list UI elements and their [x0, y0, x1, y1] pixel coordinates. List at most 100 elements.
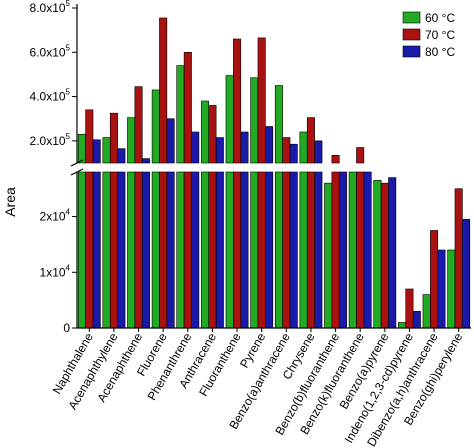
bar-0-8-lower	[274, 171, 283, 329]
bar-1-0-lower	[85, 171, 94, 329]
bar-1-5-lower	[208, 171, 217, 329]
legend-swatch-1	[402, 28, 421, 41]
bar-0-6-lower	[225, 171, 234, 329]
y-tick-lower-1: 1x104	[40, 263, 71, 279]
bar-1-0	[85, 109, 94, 164]
bar-2-4-lower	[191, 171, 200, 329]
legend-swatch-2	[402, 45, 421, 58]
bar-2-4	[191, 131, 200, 164]
bar-0-9-lower	[299, 171, 308, 329]
bar-0-6	[225, 75, 234, 164]
bar-0-3-lower	[151, 171, 160, 329]
bar-2-10-lower	[338, 171, 347, 329]
bar-0-7	[250, 77, 259, 164]
bar-2-0	[92, 139, 101, 164]
bar-1-13	[405, 288, 414, 329]
bar-2-0-lower	[92, 171, 101, 329]
break-mark-bottom	[70, 168, 84, 176]
bar-1-15	[454, 188, 463, 329]
bar-2-13	[412, 310, 421, 329]
bar-0-1-lower	[102, 171, 111, 329]
bar-1-9	[306, 117, 315, 164]
bar-1-10-lower	[331, 171, 340, 329]
y-tick-upper-3: 2.0x105	[30, 132, 71, 148]
axis-break-gap	[71, 164, 473, 171]
bar-0-9	[299, 131, 308, 164]
bar-1-2	[134, 86, 143, 164]
bar-1-3-lower	[159, 171, 168, 329]
bar-0-5-lower	[201, 171, 210, 329]
legend-label-0: 60 °C	[425, 11, 455, 25]
bar-0-8	[274, 85, 283, 164]
bar-1-9-lower	[306, 171, 315, 329]
bar-0-0-lower	[77, 171, 86, 329]
bar-2-1-lower	[117, 171, 126, 329]
bar-1-12	[380, 182, 389, 329]
break-mark-top	[70, 159, 84, 167]
bar-2-6-lower	[240, 171, 249, 329]
bar-0-1	[102, 137, 111, 164]
bar-1-3	[159, 17, 168, 164]
bar-2-8	[289, 143, 298, 164]
bar-0-0	[77, 133, 86, 164]
bar-2-3	[166, 118, 175, 164]
bar-2-14	[437, 249, 446, 329]
bar-1-7	[257, 37, 266, 164]
bar-0-4-lower	[176, 171, 185, 329]
bar-0-10	[324, 182, 333, 329]
bar-2-7	[265, 126, 274, 164]
bar-0-14	[422, 294, 431, 329]
bar-1-5	[208, 105, 217, 164]
bar-2-6	[240, 131, 249, 164]
legend-swatch-0	[402, 11, 421, 24]
bar-0-11	[348, 171, 357, 329]
bar-2-7-lower	[265, 171, 274, 329]
legend-label-2: 80 °C	[425, 45, 455, 59]
bar-0-3	[151, 89, 160, 164]
y-tick-upper-0: 8.0x105	[30, 0, 71, 15]
bar-2-9	[314, 140, 323, 164]
bar-2-5	[215, 137, 224, 164]
bar-0-2	[127, 117, 136, 164]
y-tick-upper-2: 4.0x105	[30, 88, 71, 104]
bar-0-4	[176, 65, 185, 164]
bar-1-4	[183, 51, 192, 164]
bar-1-8-lower	[282, 171, 291, 329]
bar-2-2-lower	[141, 171, 150, 329]
bar-1-11-lower	[356, 171, 365, 329]
bar-2-12	[388, 177, 397, 329]
bars-layer	[77, 17, 471, 329]
y-tick-lower-0: 2x104	[40, 208, 71, 224]
y-tick-upper-1: 6.0x105	[30, 43, 71, 59]
bar-1-8	[282, 137, 291, 164]
bar-1-6	[233, 38, 242, 164]
bar-0-7-lower	[250, 171, 259, 329]
bar-1-11	[356, 147, 365, 164]
bar-0-5	[201, 100, 210, 164]
bar-1-4-lower	[183, 171, 192, 329]
bar-2-15	[462, 219, 471, 329]
y-axis-title: Area	[2, 187, 18, 217]
bar-1-6-lower	[233, 171, 242, 329]
category-labels: NaphthaleneAcenaphthyleneAcenaphtheneFlu…	[50, 328, 465, 448]
bar-0-12	[373, 180, 382, 329]
ticks-layer: 8.0x105 6.0x105 4.0x105 2.0x105 2x104 1x104 0	[30, 0, 77, 335]
bar-1-2-lower	[134, 171, 143, 329]
bar-2-5-lower	[215, 171, 224, 329]
bar-1-1	[109, 112, 118, 164]
bar-2-11-lower	[363, 171, 372, 329]
bar-1-1-lower	[109, 171, 118, 329]
bar-2-3-lower	[166, 171, 175, 329]
y-tick-lower-2: 0	[63, 321, 70, 335]
bar-1-14	[430, 230, 439, 329]
bar-2-9-lower	[314, 171, 323, 329]
bar-0-15	[447, 249, 456, 329]
legend: 60 °C 70 °C 80 °C	[402, 11, 455, 59]
bar-0-13	[398, 322, 407, 329]
bar-2-8-lower	[289, 171, 298, 329]
bar-2-1	[117, 148, 126, 164]
bar-1-7-lower	[257, 171, 266, 329]
bar-1-10	[331, 154, 340, 164]
